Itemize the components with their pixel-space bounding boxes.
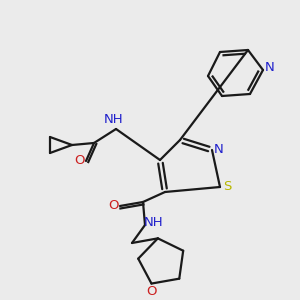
Text: O: O	[74, 154, 84, 167]
Text: O: O	[108, 200, 118, 212]
Text: N: N	[265, 61, 275, 74]
Text: NH: NH	[144, 217, 164, 230]
Text: N: N	[214, 143, 224, 157]
Text: S: S	[223, 181, 231, 194]
Text: NH: NH	[104, 113, 124, 127]
Text: O: O	[146, 285, 157, 298]
